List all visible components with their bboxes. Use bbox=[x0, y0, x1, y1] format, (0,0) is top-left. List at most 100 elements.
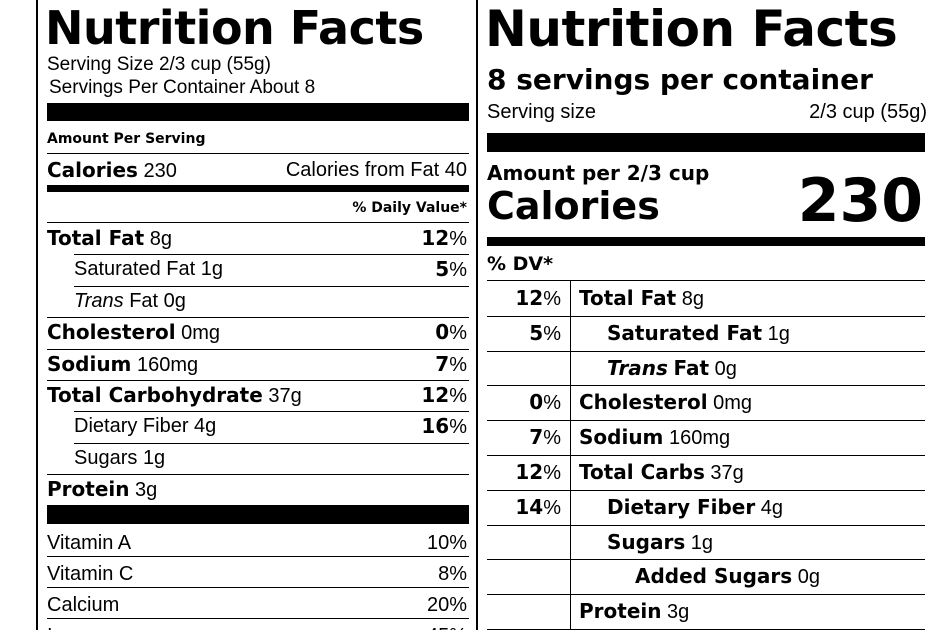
new-nutrient-amount: 0mg bbox=[713, 392, 753, 415]
new-nutrient-dv-value: 12 bbox=[515, 460, 544, 484]
old-nutrient-italic-prefix: Trans bbox=[74, 289, 124, 312]
old-nutrient-name: Saturated Fat bbox=[74, 258, 196, 281]
old-nutrient-row: Trans Fat 0g bbox=[74, 286, 186, 317]
new-nutrient-amount: 8g bbox=[681, 288, 704, 310]
new-nutrient-amount: 3g bbox=[667, 601, 690, 624]
new-row-divider bbox=[487, 455, 925, 456]
new-nutrient-row: Sugars 1g bbox=[607, 525, 713, 561]
old-nutrient-name: Fat bbox=[129, 289, 159, 312]
old-nutrient-row: Protein 3g bbox=[47, 474, 157, 506]
new-row-divider bbox=[487, 525, 925, 526]
new-nutrient-dv: 12% bbox=[515, 460, 561, 484]
old-row-divider bbox=[74, 443, 469, 444]
new-nutrient-dv-value: 12 bbox=[515, 286, 544, 310]
old-nutrient-name: Cholesterol bbox=[47, 320, 176, 345]
old-daily-value-header: % Daily Value* bbox=[352, 200, 467, 216]
old-calories-from-fat: Calories from Fat 40 bbox=[285, 159, 467, 181]
new-nutrient-dv: 0% bbox=[529, 390, 561, 415]
old-thick-divider-vitamins bbox=[47, 505, 469, 524]
new-nutrient-dv-value: 14 bbox=[515, 494, 544, 519]
new-nutrient-row: Added Sugars 0g bbox=[635, 559, 820, 595]
new-nutrient-name: Total Carbs bbox=[579, 460, 705, 484]
new-thick-divider bbox=[487, 133, 925, 152]
old-nutrient-dv: 12% bbox=[421, 383, 467, 407]
new-nutrient-amount: 0g bbox=[714, 357, 737, 380]
old-calories-value: 230 bbox=[143, 160, 177, 182]
new-nutrient-row: Total Fat 8g bbox=[579, 281, 704, 317]
new-nutrient-dv-value: 5 bbox=[529, 320, 544, 345]
old-nutrient-name: Sugars bbox=[74, 446, 138, 469]
old-nutrient-dv-value: 16 bbox=[421, 414, 450, 439]
old-nutrient-amount: 160mg bbox=[136, 353, 199, 376]
old-servings-per-container: Servings Per Container About 8 bbox=[49, 77, 316, 98]
old-nutrient-name: Protein bbox=[47, 477, 130, 502]
new-divider bbox=[487, 280, 925, 281]
old-nutrient-dv: 0% bbox=[435, 320, 467, 345]
new-nutrient-dv: 12% bbox=[515, 286, 561, 310]
old-vitamin-name: Vitamin C bbox=[47, 563, 134, 585]
old-row-divider bbox=[47, 474, 469, 475]
old-nutrient-row: Dietary Fiber 4g bbox=[74, 411, 216, 442]
new-nutrient-amount: 1g bbox=[690, 531, 714, 554]
old-nutrient-dv-value: 12 bbox=[421, 383, 450, 407]
new-nutrient-dv-value: 7 bbox=[529, 425, 544, 450]
new-serving-size-label: Serving size bbox=[487, 101, 596, 123]
old-vitamin-divider bbox=[47, 618, 469, 619]
new-nutrient-row: Total Carbs 37g bbox=[579, 455, 744, 491]
old-serving-size: Serving Size 2/3 cup (55g) bbox=[47, 54, 271, 75]
new-nutrient-name: Fat bbox=[673, 355, 710, 380]
new-dv-header: % DV* bbox=[487, 253, 554, 275]
old-nutrient-row: Sugars 1g bbox=[74, 443, 165, 474]
new-nutrient-row: Saturated Fat 1g bbox=[607, 316, 790, 352]
new-row-divider bbox=[487, 490, 925, 491]
new-row-divider bbox=[487, 316, 925, 317]
new-nutrient-dv: 14% bbox=[515, 494, 561, 519]
old-nutrient-amount: 0mg bbox=[181, 322, 221, 345]
old-nutrient-amount: 3g bbox=[135, 479, 158, 502]
new-nutrient-amount: 0g bbox=[797, 566, 820, 589]
old-nutrient-name: Dietary Fiber bbox=[74, 415, 189, 438]
new-row-divider bbox=[487, 420, 925, 421]
old-nutrient-dv: 12% bbox=[421, 226, 467, 250]
new-row-divider bbox=[487, 559, 925, 560]
old-nutrient-dv-value: 0 bbox=[435, 320, 450, 345]
old-nutrient-dv-value: 12 bbox=[421, 226, 450, 250]
new-nutrient-dv-value: 0 bbox=[529, 390, 544, 415]
new-medium-divider bbox=[487, 237, 925, 246]
new-nutrient-row: Sodium 160mg bbox=[579, 420, 730, 456]
old-nutrient-dv-value: 7 bbox=[435, 351, 450, 376]
new-nutrient-name: Sugars bbox=[607, 529, 686, 554]
new-nutrient-name: Dietary Fiber bbox=[607, 494, 756, 519]
new-nutrient-name: Saturated Fat bbox=[607, 320, 763, 345]
old-vitamin-dv: 10% bbox=[426, 532, 467, 554]
old-nutrient-dv: 7% bbox=[435, 351, 467, 376]
new-nutrition-label: Nutrition Facts 8 servings per container… bbox=[478, 0, 948, 630]
new-nutrient-amount: 160mg bbox=[668, 427, 731, 450]
old-nutrient-amount: 1g bbox=[200, 258, 223, 281]
old-vitamin-dv: 45% bbox=[427, 621, 467, 630]
old-nutrient-name: Total Carbohydrate bbox=[47, 383, 263, 407]
old-row-divider bbox=[74, 254, 469, 255]
new-nutrient-name: Protein bbox=[579, 599, 662, 624]
new-nutrient-row: Trans Fat 0g bbox=[607, 351, 737, 387]
old-divider bbox=[47, 222, 469, 223]
new-nutrient-name: Total Fat bbox=[579, 286, 677, 310]
old-amount-per-serving: Amount Per Serving bbox=[47, 131, 206, 147]
new-nutrient-dv: 5% bbox=[529, 320, 561, 345]
old-vitamin-divider bbox=[47, 556, 469, 557]
new-nutrient-italic-prefix: Trans bbox=[607, 355, 668, 380]
old-calories-row: Calories 230 bbox=[47, 157, 177, 184]
new-label-title: Nutrition Facts bbox=[485, 0, 898, 58]
old-nutrient-row: Cholesterol 0mg bbox=[47, 317, 220, 349]
new-row-divider bbox=[487, 385, 925, 386]
new-serving-size-value: 2/3 cup (55g) bbox=[809, 101, 927, 123]
old-calories-label: Calories bbox=[47, 158, 138, 182]
old-nutrient-row: Total Carbohydrate 37g bbox=[47, 380, 302, 412]
new-amount-per: Amount per 2/3 cup bbox=[487, 161, 710, 185]
old-nutrition-label: Nutrition Facts Serving Size 2/3 cup (55… bbox=[36, 0, 478, 630]
old-row-divider bbox=[47, 380, 469, 381]
old-medium-divider bbox=[47, 185, 469, 192]
new-nutrient-name: Cholesterol bbox=[579, 390, 708, 415]
old-nutrient-name: Sodium bbox=[47, 351, 132, 376]
new-nutrient-row: Cholesterol 0mg bbox=[579, 385, 752, 421]
